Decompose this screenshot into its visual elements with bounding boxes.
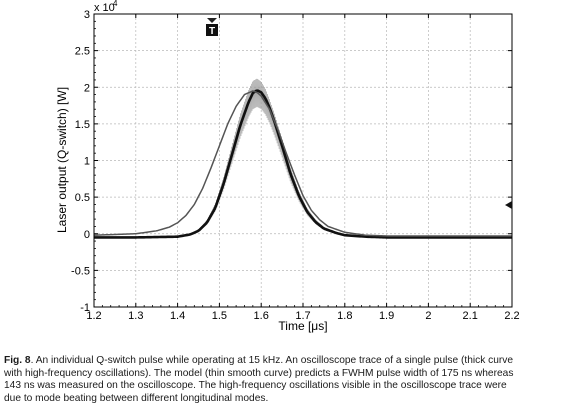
level-marker-icon: [505, 201, 512, 209]
x-tick-label: 1.9: [379, 310, 394, 322]
caption-line-3: 143 ns was measured on the oscilloscope.…: [4, 380, 507, 392]
chart: 1.2 1.3 1.4 1.5 1.6 1.7 1.8 1.9 2 2.1 2.2 -1 -0.5 0 0.…: [55, 0, 520, 333]
caption-line-4: due to mode beating between different lo…: [4, 392, 269, 404]
trigger-letter: T: [209, 26, 215, 37]
x-tick-label: 1.2: [86, 310, 101, 322]
x-tick-label: 2: [425, 310, 431, 322]
y-tick-label: 1: [84, 156, 90, 168]
caption-line-2: with high-frequency oscillations). The m…: [4, 367, 514, 379]
y-axis-title: Laser output (Q-switch) [W]: [55, 87, 69, 233]
y-tick-label: -0.5: [71, 265, 90, 277]
x-tick-label: 2.2: [504, 310, 519, 322]
trigger-marker: T: [206, 18, 218, 37]
caption-text-1: . An individual Q-switch pulse while ope…: [30, 355, 514, 366]
y-tick-label: 1.5: [75, 119, 90, 131]
ticks: [93, 13, 513, 308]
tick-labels: 1.2 1.3 1.4 1.5 1.6 1.7 1.8 1.9 2 2.1 2.2 -1 -0.5 0 0.…: [71, 9, 520, 322]
trigger-box: [206, 24, 218, 36]
x-tick-label: 1.6: [254, 310, 269, 322]
x-tick-label: 1.3: [128, 310, 143, 322]
measured-trace: [94, 89, 512, 239]
y-multiplier-exponent: 4: [113, 0, 118, 8]
y-tick-label: 0: [84, 229, 90, 241]
x-tick-label: 2.1: [463, 310, 478, 322]
x-tick-label: 1.7: [295, 310, 310, 322]
y-tick-label: -1: [80, 302, 90, 314]
grid: [94, 14, 512, 307]
x-tick-label: 1.8: [337, 310, 352, 322]
figure: 1.2 1.3 1.4 1.5 1.6 1.7 1.8 1.9 2 2.1 2.2 -1 -0.5 0 0.…: [55, 0, 520, 333]
figure-caption: Fig. 8. An individual Q-switch pulse whi…: [4, 355, 576, 405]
trigger-arrow-icon: [207, 18, 217, 23]
x-tick-label: 1.4: [170, 310, 185, 322]
x-axis-title: Time [μs]: [278, 319, 327, 333]
model-curve: [93, 90, 512, 237]
caption-figure-label: Fig. 8: [4, 355, 31, 366]
y-tick-label: 2: [84, 82, 90, 94]
caption-line-1: Fig. 8. An individual Q-switch pulse whi…: [4, 355, 576, 368]
y-tick-label: 2.5: [75, 46, 90, 58]
y-multiplier-label: x 10: [94, 2, 115, 14]
x-tick-label: 1.5: [212, 310, 227, 322]
y-tick-label: 3: [84, 9, 90, 21]
y-tick-label: 0.5: [75, 192, 90, 204]
series-layer: [93, 78, 513, 240]
